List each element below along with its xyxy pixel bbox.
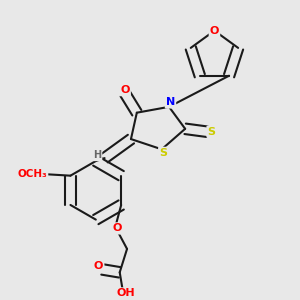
Text: S: S xyxy=(208,127,215,137)
Text: O: O xyxy=(94,261,103,271)
Text: H: H xyxy=(93,150,101,160)
Text: N: N xyxy=(166,98,175,107)
Text: S: S xyxy=(159,148,167,158)
Text: OCH₃: OCH₃ xyxy=(17,169,47,179)
Text: O: O xyxy=(210,26,219,36)
Text: O: O xyxy=(120,85,130,95)
Text: OH: OH xyxy=(117,288,136,298)
Text: O: O xyxy=(113,224,122,233)
